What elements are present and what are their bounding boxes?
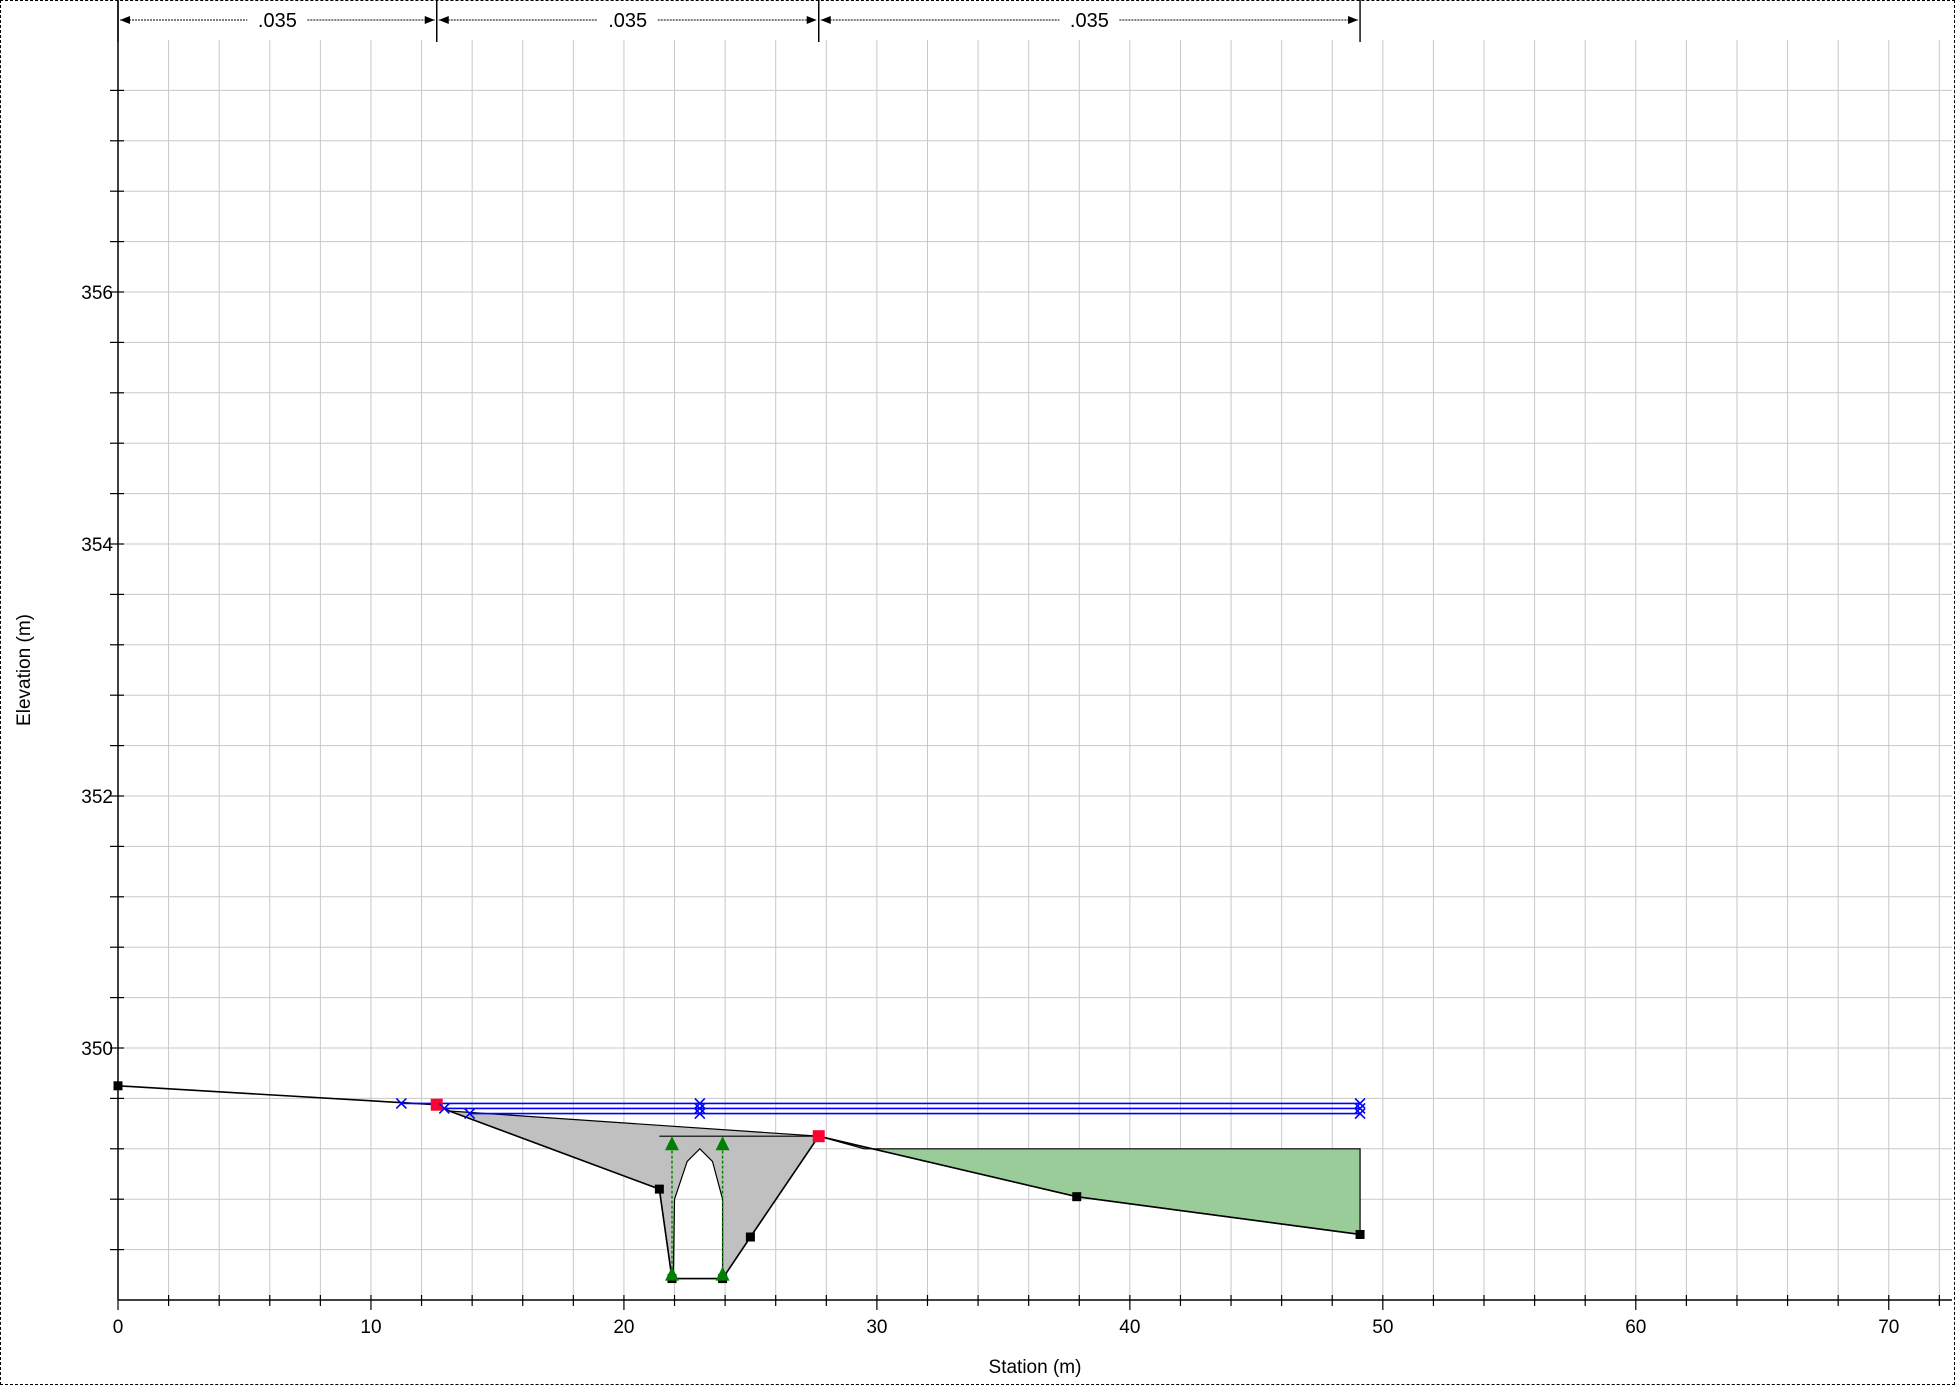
x-tick-label: 40 [1119, 1317, 1140, 1338]
x-axis-title: Station (m) [989, 1357, 1082, 1378]
y-tick-label: 352 [81, 787, 113, 808]
n-arrow-left [120, 16, 130, 24]
y-tick-label: 356 [81, 283, 113, 304]
x-tick-label: 50 [1372, 1317, 1393, 1338]
x-tick-label: 60 [1625, 1317, 1646, 1338]
x-tick-label: 20 [613, 1317, 634, 1338]
pier-base-marker [665, 1267, 679, 1281]
mannings-n-label: .035 [608, 10, 647, 32]
n-arrow-left [821, 16, 831, 24]
n-arrow-right [1348, 16, 1358, 24]
bank-station-marker [813, 1130, 825, 1142]
grid [118, 40, 1952, 1300]
y-axis-title: Elevation (m) [14, 614, 35, 726]
y-tick-label: 354 [81, 535, 113, 556]
filled-areas [449, 1111, 1360, 1279]
x-tick-label: 30 [866, 1317, 887, 1338]
y-tick-label: 350 [81, 1039, 113, 1060]
axes: 0 10 20 30 40 50 60 70 350 352 354 356 [81, 0, 1952, 1338]
ground-point-marker [746, 1233, 755, 1242]
ground-point-marker [655, 1185, 664, 1194]
x-tick-label: 70 [1878, 1317, 1899, 1338]
ground-point-marker [1072, 1192, 1081, 1201]
ineffective-flow-area [819, 1136, 1360, 1234]
n-arrow-right [425, 16, 435, 24]
n-arrow-right [807, 16, 817, 24]
mannings-n-label: .035 [258, 10, 297, 32]
ground-point-marker [1356, 1230, 1365, 1239]
x-tick-label: 10 [360, 1317, 381, 1338]
x-tick-label: 0 [113, 1317, 124, 1338]
n-arrow-left [439, 16, 449, 24]
mannings-n-annotations: .035 .035 .035 [118, 0, 1360, 42]
mannings-n-label: .035 [1070, 10, 1109, 32]
